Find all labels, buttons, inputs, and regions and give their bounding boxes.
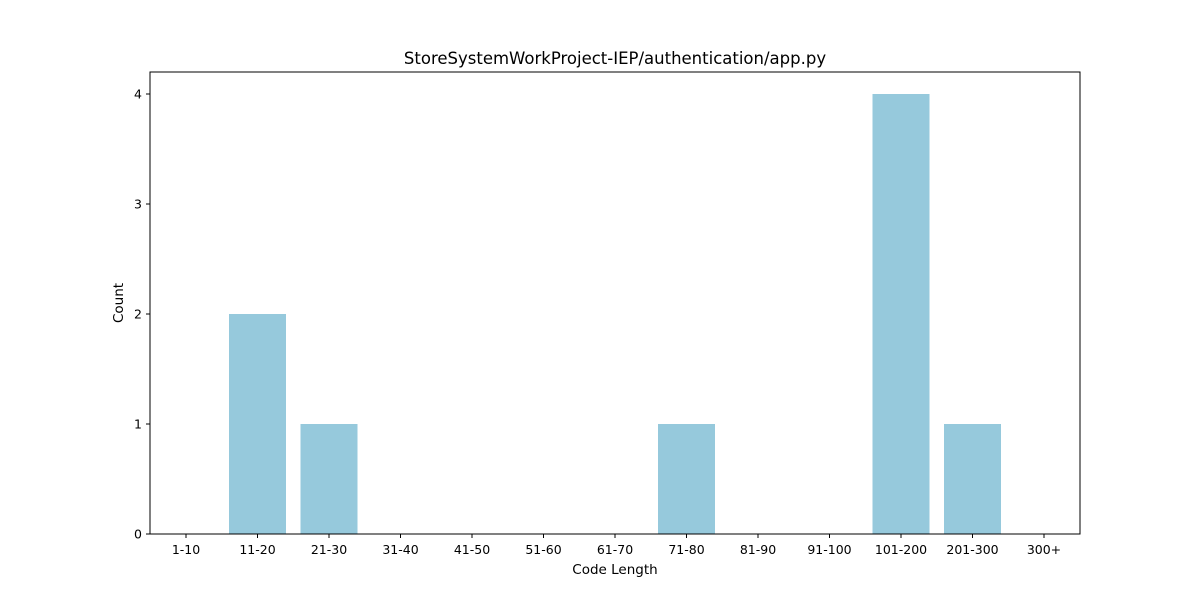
bar-21-30 bbox=[300, 424, 358, 534]
x-tick-label: 51-60 bbox=[525, 542, 561, 557]
x-tick-label: 81-90 bbox=[740, 542, 776, 557]
x-tick-label: 31-40 bbox=[382, 542, 418, 557]
bar-201-300 bbox=[944, 424, 1001, 534]
bar-71-80 bbox=[658, 424, 715, 534]
y-tick-label: 3 bbox=[134, 197, 142, 212]
x-tick-label: 21-30 bbox=[311, 542, 347, 557]
x-tick-label: 41-50 bbox=[454, 542, 490, 557]
y-tick-label: 4 bbox=[134, 87, 142, 102]
plot-frame bbox=[149, 71, 1081, 535]
y-tick-label: 0 bbox=[134, 527, 142, 542]
y-tick-label: 2 bbox=[134, 307, 142, 322]
x-tick-label: 201-300 bbox=[946, 542, 998, 557]
bar-11-20 bbox=[229, 314, 286, 534]
x-tick-label: 300+ bbox=[1027, 542, 1061, 557]
y-axis-label: Count bbox=[111, 283, 127, 323]
bar-101-200 bbox=[872, 94, 930, 534]
y-axis: 0 1 2 3 4 bbox=[134, 87, 150, 542]
x-axis: 1-10 11-20 21-30 31-40 41-50 51-60 61-70 71-80 8… bbox=[172, 534, 1061, 557]
x-tick-label: 61-70 bbox=[597, 542, 633, 557]
x-tick-label: 91-100 bbox=[807, 542, 851, 557]
bars-group bbox=[229, 94, 1001, 534]
x-axis-label: Code Length bbox=[572, 562, 657, 578]
chart-title: StoreSystemWorkProject-IEP/authenticatio… bbox=[404, 49, 826, 68]
x-tick-label: 1-10 bbox=[172, 542, 200, 557]
x-tick-label: 11-20 bbox=[239, 542, 275, 557]
x-tick-label: 71-80 bbox=[668, 542, 704, 557]
x-tick-label: 101-200 bbox=[875, 542, 927, 557]
y-tick-label: 1 bbox=[134, 417, 142, 432]
